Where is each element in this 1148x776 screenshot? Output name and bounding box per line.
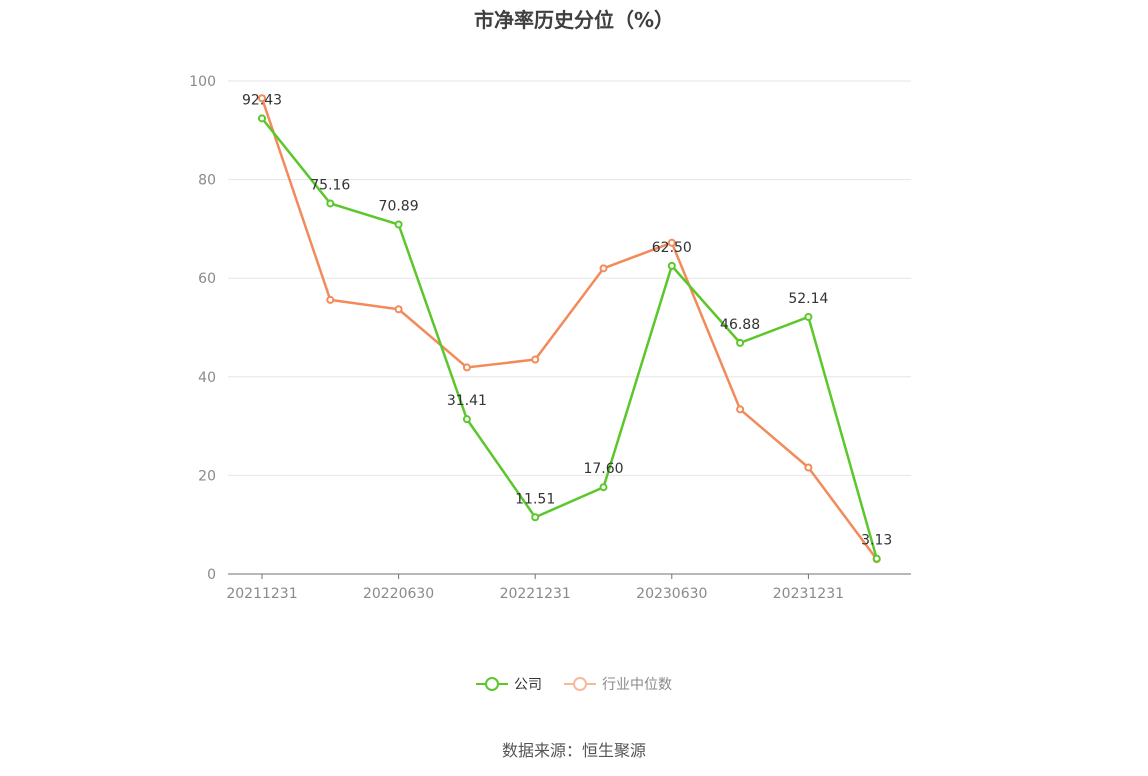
y-tick-label: 0 (207, 567, 216, 583)
data-point-company[interactable] (326, 199, 335, 208)
x-tick-label: 20230630 (636, 586, 707, 602)
data-point-industry-median[interactable] (394, 305, 403, 314)
series-line-company (261, 117, 878, 559)
chart-title: 市净率历史分位（%） (473, 8, 675, 32)
legend-swatch-industry-median-icon (564, 676, 596, 692)
data-point-company[interactable] (599, 483, 608, 492)
grid-lines (228, 80, 911, 476)
data-label-company: 70.89 (379, 199, 419, 215)
data-point-industry-median[interactable] (736, 405, 745, 414)
y-tick-label: 80 (198, 173, 216, 189)
data-point-company[interactable] (258, 114, 266, 123)
x-tick-label: 20220630 (363, 586, 434, 602)
data-label-company: 62.50 (652, 240, 692, 256)
data-point-company[interactable] (462, 415, 471, 424)
axes: 0 20 40 60 80 100 20211231 20220630 20221231 2023… (189, 74, 911, 602)
legend-item-industry-median[interactable]: 行业中位数 (564, 674, 672, 694)
x-tick-label: 20231231 (773, 586, 844, 602)
data-point-industry-median[interactable] (462, 363, 471, 372)
y-tick-label: 20 (198, 468, 216, 484)
data-point-industry-median[interactable] (804, 463, 813, 472)
legend-label-industry-median: 行业中位数 (602, 677, 672, 693)
y-tick-label: 100 (189, 74, 216, 90)
legend: 公司 行业中位数 (0, 674, 1148, 694)
data-point-company[interactable] (394, 220, 403, 229)
data-label-company: 17.60 (583, 461, 623, 477)
data-label-company: 31.41 (447, 393, 487, 409)
data-point-company[interactable] (531, 513, 540, 522)
x-tick-label: 20221231 (500, 586, 571, 602)
data-point-company[interactable] (804, 312, 813, 321)
data-label-company: 75.16 (310, 177, 350, 193)
x-tick-label: 20211231 (226, 586, 297, 602)
legend-swatch-company-icon (476, 676, 508, 692)
line-chart: 0 20 40 60 80 100 20211231 20220630 20221231 2023… (189, 74, 911, 602)
source-note: 数据来源：恒生聚源 (501, 741, 646, 760)
data-point-company[interactable] (736, 338, 745, 347)
data-point-industry-median[interactable] (599, 264, 608, 273)
data-label-company: 52.14 (788, 291, 828, 307)
data-point-company[interactable] (872, 554, 881, 563)
data-label-company: 92.43 (242, 92, 282, 108)
data-label-company: 3.13 (861, 533, 892, 549)
data-point-company[interactable] (667, 261, 676, 270)
data-point-industry-median[interactable] (531, 355, 540, 364)
y-tick-label: 60 (198, 271, 216, 287)
data-point-industry-median[interactable] (258, 94, 266, 103)
data-point-industry-median[interactable] (667, 238, 676, 247)
data-label-company: 46.88 (720, 317, 760, 333)
data-labels: 92.43 75.16 70.89 31.41 11.51 17.60 62.50 46.88… (242, 92, 892, 548)
legend-item-company[interactable]: 公司 (476, 674, 542, 694)
legend-label-company: 公司 (514, 677, 542, 693)
series-lines (258, 94, 881, 564)
data-point-industry-median[interactable] (326, 295, 335, 304)
y-tick-label: 40 (198, 370, 216, 386)
data-label-company: 11.51 (515, 491, 555, 507)
series-line-industry-median (260, 97, 878, 560)
